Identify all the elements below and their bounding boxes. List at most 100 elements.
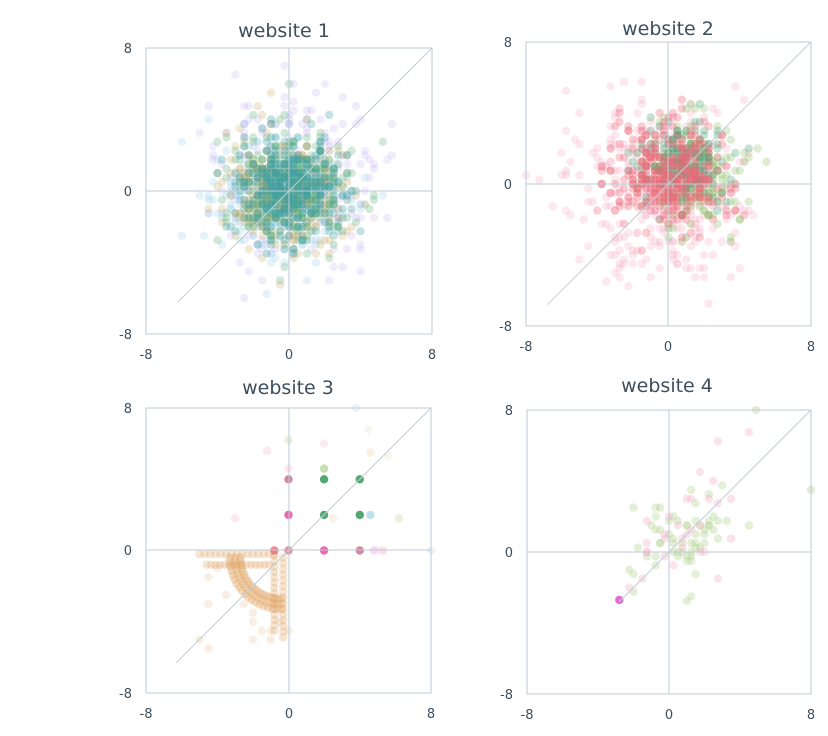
- data-point: [369, 191, 379, 200]
- data-point: [302, 200, 312, 209]
- data-point: [325, 173, 334, 182]
- data-point: [275, 204, 285, 214]
- data-point: [262, 182, 271, 191]
- data-point: [615, 166, 624, 175]
- data-point: [249, 133, 258, 142]
- data-point: [240, 213, 249, 222]
- data-point: [673, 259, 682, 269]
- data-point: [316, 191, 325, 200]
- data-point: [325, 200, 334, 209]
- data-point: [731, 148, 740, 158]
- data-point: [722, 516, 731, 526]
- data-point: [222, 128, 231, 138]
- data-point: [334, 204, 343, 214]
- data-point: [262, 191, 271, 200]
- data-point: [695, 521, 705, 530]
- data-point: [659, 215, 669, 224]
- data-point: [258, 195, 267, 205]
- data-point: [329, 177, 338, 187]
- data-point: [289, 164, 298, 173]
- data-point: [249, 213, 258, 222]
- data-point: [231, 142, 240, 151]
- data-point: [266, 173, 276, 182]
- data-point: [275, 173, 285, 182]
- data-point: [235, 227, 244, 236]
- data-point: [673, 197, 682, 206]
- data-point: [311, 209, 320, 218]
- data-point: [302, 115, 312, 124]
- data-point: [249, 195, 258, 205]
- data-point: [240, 160, 249, 169]
- data-point: [244, 151, 253, 160]
- data-point: [561, 206, 571, 215]
- panel-4-ytick-bottom: -8: [500, 688, 513, 703]
- data-point: [253, 173, 262, 182]
- data-point: [275, 276, 285, 285]
- data-point: [271, 119, 280, 129]
- data-point: [240, 218, 249, 227]
- data-point: [235, 173, 244, 182]
- data-point: [222, 146, 231, 155]
- data-point: [266, 195, 276, 205]
- data-point: [213, 155, 222, 164]
- data-point: [266, 191, 276, 200]
- data-point: [262, 240, 271, 249]
- data-point: [307, 244, 316, 254]
- data-point: [302, 218, 312, 227]
- data-point: [325, 200, 334, 209]
- data-point: [231, 213, 240, 222]
- data-point: [244, 200, 253, 209]
- data-point: [280, 110, 289, 120]
- data-point: [325, 182, 334, 191]
- data-point: [311, 227, 320, 236]
- data-point: [244, 173, 253, 182]
- data-point: [307, 155, 316, 164]
- data-point: [271, 213, 280, 222]
- data-point: [271, 191, 280, 200]
- data-point: [302, 200, 312, 209]
- data-point: [253, 200, 262, 209]
- data-point: [298, 182, 307, 191]
- data-point: [302, 200, 312, 209]
- data-point: [275, 204, 285, 214]
- data-point: [628, 170, 638, 180]
- panel-3-points: [195, 403, 436, 653]
- data-point: [307, 155, 316, 164]
- data-point: [235, 173, 244, 182]
- data-point: [302, 182, 312, 191]
- data-point: [266, 191, 276, 200]
- data-point: [624, 281, 633, 291]
- data-point: [325, 204, 334, 214]
- data-point: [682, 552, 691, 561]
- data-point: [726, 534, 736, 543]
- data-point: [320, 177, 329, 187]
- data-point: [271, 151, 280, 160]
- data-point: [633, 543, 643, 552]
- data-point: [316, 204, 325, 214]
- data-point: [298, 209, 307, 218]
- data-point: [275, 160, 285, 169]
- data-point: [293, 227, 303, 236]
- data-point: [230, 514, 240, 523]
- data-point: [266, 236, 276, 245]
- data-point: [253, 191, 262, 200]
- data-point: [650, 206, 660, 215]
- data-point: [677, 95, 687, 104]
- data-point: [606, 250, 615, 260]
- data-point: [275, 182, 285, 191]
- data-point: [280, 151, 289, 160]
- data-point: [575, 108, 584, 118]
- data-point: [271, 168, 280, 178]
- data-point: [293, 160, 303, 169]
- data-point: [298, 164, 307, 173]
- data-point: [320, 160, 329, 169]
- data-point: [584, 184, 593, 193]
- data-point: [320, 160, 329, 169]
- data-point: [387, 151, 396, 160]
- data-point: [249, 195, 258, 205]
- data-point: [231, 191, 240, 200]
- data-point: [293, 195, 303, 205]
- data-point: [262, 146, 271, 155]
- data-point: [347, 195, 356, 205]
- data-point: [293, 209, 303, 218]
